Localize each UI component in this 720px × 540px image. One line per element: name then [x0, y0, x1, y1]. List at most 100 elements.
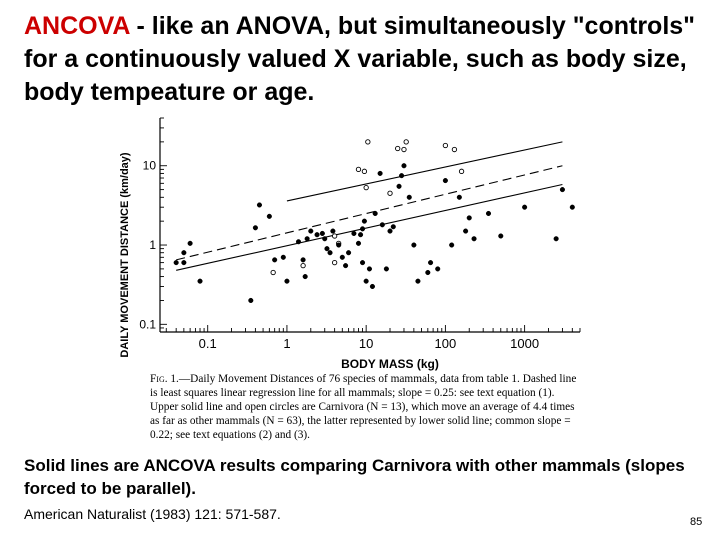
data-point-filled: [406, 194, 412, 200]
scatter-chart: 0.1 1 10 100 1000 0.1 1 10 BODY MASS (kg) DAILY M…: [119, 117, 581, 371]
title-accent: ANCOVA: [24, 12, 130, 40]
data-point-filled: [425, 269, 431, 276]
data-point-filled: [449, 242, 455, 248]
data-point-filled: [387, 228, 393, 234]
data-point-filled: [359, 260, 366, 266]
data-point-filled: [466, 215, 472, 221]
data-point-filled: [197, 278, 203, 284]
data-point-filled: [396, 183, 402, 189]
data-point-filled: [266, 213, 272, 219]
data-point-filled: [411, 242, 417, 248]
x-tick-label: 0.1: [199, 336, 217, 351]
data-point-open: [458, 168, 465, 174]
data-point-filled: [401, 163, 407, 169]
data-point-open: [363, 184, 369, 191]
data-point-filled: [553, 236, 559, 242]
title-text: - like an ANOVA, but simultaneously "con…: [24, 12, 696, 106]
x-tick-label: 100: [435, 336, 457, 351]
data-point-filled: [346, 250, 352, 256]
x-tick-label: 1: [283, 336, 290, 351]
y-axis-title: DAILY MOVEMENT DISTANCE (km/day): [119, 152, 131, 357]
data-point-filled: [173, 260, 179, 266]
caption-text: —Daily Movement Distances of 76 species …: [150, 373, 577, 441]
data-point-filled: [181, 260, 187, 266]
data-points: [173, 139, 575, 303]
data-point-filled: [363, 278, 369, 284]
data-point-filled: [522, 204, 528, 210]
chart-axes: [159, 117, 581, 333]
data-point-filled: [377, 170, 383, 176]
data-point-filled: [272, 257, 278, 263]
data-point-filled: [343, 263, 349, 269]
data-point-open: [270, 269, 276, 276]
regression-line-solid: [176, 183, 563, 271]
data-point-filled: [569, 204, 575, 210]
data-point-filled: [390, 224, 396, 230]
data-point-filled: [428, 260, 434, 266]
data-point-open: [331, 233, 338, 239]
y-tick-label: 0.1: [139, 317, 156, 331]
regression-line-solid: [286, 141, 563, 202]
data-point-filled: [399, 173, 405, 179]
data-point-open: [361, 168, 368, 174]
data-point-open: [355, 166, 362, 173]
data-point-open: [395, 145, 401, 152]
regression-lines: [176, 141, 563, 271]
data-point-filled: [456, 194, 462, 200]
data-point-filled: [336, 242, 342, 248]
data-point-open: [442, 142, 449, 149]
data-point-filled: [322, 236, 328, 242]
data-point-filled: [330, 228, 336, 234]
data-point-filled: [181, 250, 187, 256]
caption-label: Fig. 1.: [150, 373, 179, 385]
chart-labels: 0.1 1 10 100 1000 0.1 1 10 BODY MASS (kg) DAILY M…: [119, 152, 539, 371]
data-point-filled: [304, 236, 310, 242]
data-point-filled: [314, 232, 320, 238]
data-point-filled: [256, 202, 263, 208]
data-point-open: [365, 139, 371, 145]
data-point-filled: [383, 266, 389, 272]
data-point-filled: [361, 218, 367, 224]
page-number: 85: [690, 516, 703, 528]
data-point-open: [403, 139, 409, 145]
data-point-filled: [252, 225, 258, 231]
data-point-filled: [379, 222, 385, 228]
data-point-filled: [369, 283, 375, 290]
data-point-filled: [284, 278, 290, 284]
data-point-filled: [187, 240, 193, 246]
data-point-filled: [302, 274, 308, 280]
data-point-filled: [463, 228, 469, 234]
data-point-open: [331, 259, 338, 266]
data-point-open: [451, 146, 458, 153]
data-point-open: [300, 262, 306, 269]
figure-caption: Fig. 1.—Daily Movement Distances of 76 s…: [150, 372, 582, 442]
data-point-filled: [355, 240, 362, 246]
y-tick-label: 1: [149, 238, 156, 252]
data-point-filled: [339, 254, 345, 260]
data-point-filled: [359, 226, 366, 232]
x-tick-label: 1000: [510, 336, 539, 351]
data-point-filled: [471, 236, 477, 242]
data-point-filled: [415, 278, 421, 284]
slide-title: ANCOVA - like an ANOVA, but simultaneous…: [24, 10, 704, 109]
regression-line-all-mammals: [176, 165, 563, 261]
description: Solid lines are ANCOVA results comparing…: [24, 456, 685, 498]
data-point-filled: [248, 297, 254, 303]
figure: 0.1 1 10 100 1000 0.1 1 10 BODY MASS (kg) DAILY M…: [110, 110, 585, 450]
data-point-filled: [300, 257, 306, 263]
data-point-filled: [372, 210, 378, 217]
data-point-filled: [280, 254, 286, 260]
data-point-filled: [366, 266, 372, 272]
data-point-filled: [559, 187, 565, 193]
data-point-filled: [308, 228, 314, 234]
data-point-filled: [324, 246, 330, 252]
x-axis-title: BODY MASS (kg): [341, 357, 439, 371]
data-point-filled: [351, 230, 357, 236]
x-tick-label: 10: [359, 336, 373, 351]
data-point-filled: [295, 239, 302, 245]
data-point-filled: [319, 230, 325, 236]
citation: American Naturalist (1983) 121: 571-587.: [24, 506, 281, 522]
data-point-filled: [327, 250, 333, 256]
data-point-filled: [435, 266, 441, 272]
y-tick-label: 10: [143, 159, 157, 173]
